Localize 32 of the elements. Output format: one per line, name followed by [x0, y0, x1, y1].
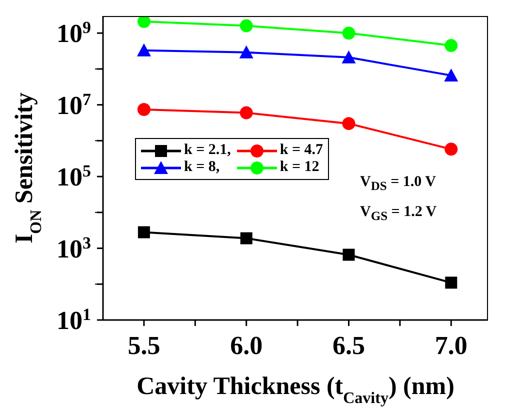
annotation: V$_{DS}$ = 1.0 V: [360, 174, 436, 194]
y-tick-label: 10$^{7}$: [56, 89, 92, 120]
point: [239, 45, 254, 58]
legend-label: k = 2.1,: [184, 142, 231, 159]
point: [138, 226, 150, 238]
x-tick-label: 6.0: [230, 331, 263, 360]
point: [342, 26, 356, 40]
point: [342, 248, 355, 261]
x-tick-label: 6.5: [332, 331, 365, 360]
y-tick-label: 10$^{3}$: [56, 232, 91, 264]
x-tick-label: 5.5: [128, 331, 160, 360]
x-tick-label: 7.0: [434, 331, 468, 360]
point: [342, 117, 356, 130]
y-tick-label: 10$^{1}$: [56, 304, 91, 335]
point: [136, 43, 151, 56]
annotation: V$_{GS}$ = 1.2 V: [360, 204, 437, 224]
point: [444, 142, 458, 156]
point: [240, 106, 253, 120]
point: [240, 19, 253, 32]
point: [342, 50, 356, 64]
x-axis-title: Cavity Thickness (t$_{Cavity}$) (nm): [136, 373, 454, 406]
point: [137, 103, 150, 116]
point: [444, 39, 458, 52]
legend-label: k = 12: [280, 159, 320, 176]
y-tick-label: 10$^{5}$: [56, 161, 91, 192]
point: [444, 68, 458, 82]
legend-label: k = 8,: [184, 159, 220, 176]
point: [445, 276, 458, 289]
legend-label: k = 4.7: [280, 142, 324, 159]
point: [137, 16, 150, 28]
point: [240, 232, 252, 244]
y-tick-label: 10$^{9}$: [56, 18, 91, 48]
